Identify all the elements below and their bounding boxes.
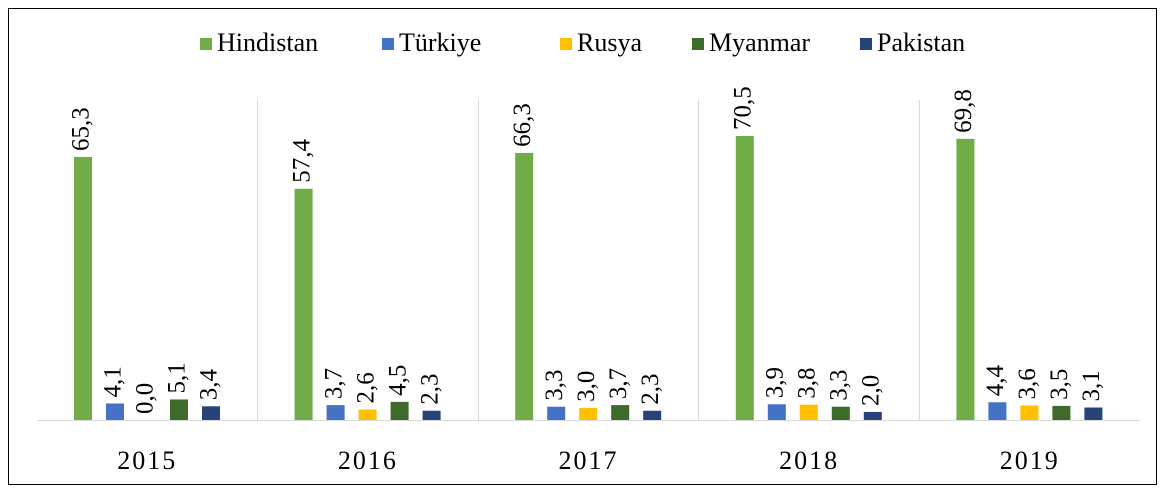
bar — [326, 405, 345, 420]
data-label: 3,6 — [1014, 368, 1041, 399]
x-tick-label: 2019 — [1000, 446, 1060, 475]
bar — [358, 409, 377, 420]
bar — [390, 401, 409, 420]
legend-label: Pakistan — [877, 28, 965, 57]
legend-label: Myanmar — [709, 28, 810, 57]
data-label: 3,1 — [1078, 370, 1105, 401]
data-label: 3,3 — [541, 369, 568, 400]
bar — [1020, 405, 1039, 420]
bar — [170, 399, 188, 420]
legend-marker — [692, 38, 704, 50]
bar — [1084, 407, 1103, 420]
data-label: 2,0 — [858, 375, 885, 406]
data-label: 3,7 — [320, 368, 347, 399]
data-label: 5,1 — [164, 362, 191, 393]
category-separators — [257, 100, 920, 420]
bar — [767, 404, 786, 420]
data-label: 3,3 — [826, 369, 853, 400]
data-label: 3,4 — [196, 369, 223, 401]
bar — [735, 136, 754, 420]
legend-label: Rusya — [577, 28, 642, 57]
data-label: 0,0 — [132, 383, 159, 414]
data-label: 3,0 — [573, 371, 600, 402]
data-label: 2,3 — [416, 373, 443, 404]
bar — [579, 407, 598, 420]
data-label: 3,5 — [1046, 369, 1073, 400]
data-label: 2,6 — [352, 372, 379, 403]
data-label: 2,3 — [637, 373, 664, 404]
bar — [202, 406, 220, 420]
data-label: 65,3 — [68, 107, 95, 151]
legend-marker — [560, 38, 572, 50]
data-label: 4,4 — [982, 365, 1009, 397]
bar — [799, 404, 818, 420]
bar — [988, 402, 1007, 420]
bar — [831, 406, 850, 420]
bar — [74, 156, 92, 421]
legend-label: Hindistan — [217, 28, 318, 57]
data-label: 4,1 — [100, 366, 127, 397]
data-label: 66,3 — [509, 103, 536, 147]
bar — [515, 152, 534, 421]
legend-label: Türkiye — [399, 28, 481, 57]
x-tick-label: 2017 — [559, 446, 619, 475]
bar — [547, 406, 566, 420]
bar — [611, 405, 630, 420]
x-tick-label: 2016 — [338, 446, 398, 475]
bar — [956, 138, 975, 420]
data-label: 3,9 — [762, 367, 789, 398]
legend-marker — [860, 38, 872, 50]
data-label: 4,5 — [384, 365, 411, 396]
legend-marker — [200, 38, 212, 50]
bar — [106, 403, 124, 420]
data-label: 57,4 — [288, 139, 315, 183]
bar — [294, 188, 313, 420]
data-label: 3,8 — [794, 367, 821, 398]
bar — [863, 411, 882, 420]
data-label: 3,7 — [605, 368, 632, 399]
x-tick-label: 2015 — [117, 446, 177, 475]
data-label: 69,8 — [950, 89, 977, 133]
data-label: 70,5 — [730, 86, 757, 130]
bar — [643, 410, 662, 420]
bar — [422, 410, 441, 420]
bar — [1052, 405, 1071, 420]
legend-marker — [382, 38, 394, 50]
x-tick-label: 2018 — [779, 446, 839, 475]
